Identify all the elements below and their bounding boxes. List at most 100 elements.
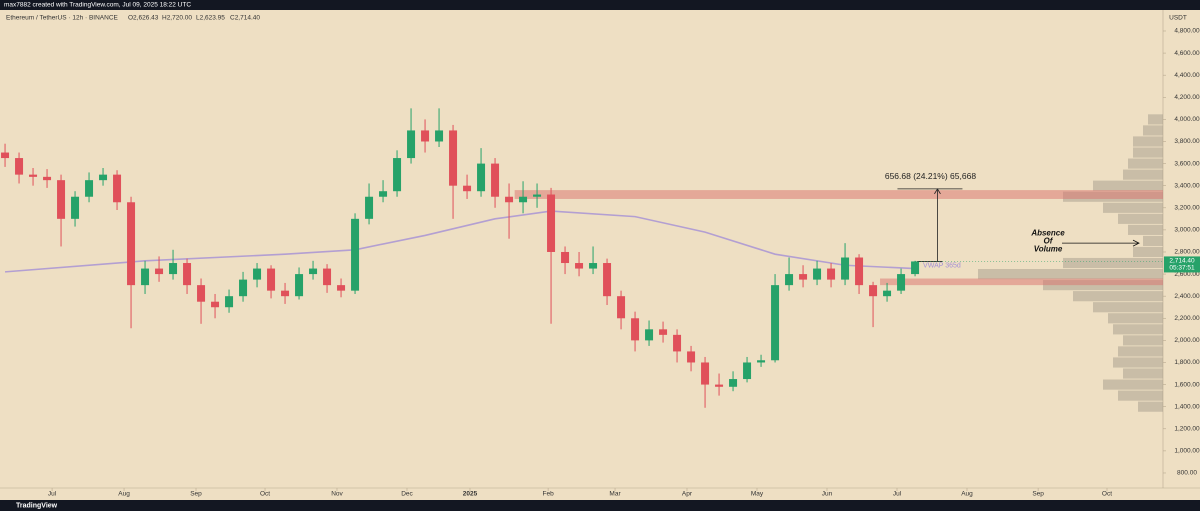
y-tick-label: 3,000.00 bbox=[1174, 227, 1200, 234]
candle-body bbox=[631, 318, 640, 341]
ohlc-value: H2,720.00 bbox=[162, 15, 192, 22]
measure-label: 656.68 (24.21%) 65,668 bbox=[885, 171, 976, 181]
x-tick-label: 2025 bbox=[463, 491, 478, 498]
candle-body bbox=[477, 163, 486, 192]
candle-body bbox=[295, 274, 304, 297]
volume-profile-bar bbox=[1133, 136, 1163, 147]
candle-body bbox=[29, 174, 38, 177]
volume-profile-bar bbox=[1113, 324, 1163, 335]
volume-profile-bar bbox=[1108, 313, 1163, 324]
chart-title: Ethereum / TetherUS · 12h · BINANCE bbox=[6, 15, 119, 22]
candle-body bbox=[589, 263, 598, 269]
annotation-arrowhead bbox=[1132, 239, 1140, 247]
y-tick-label: 1,800.00 bbox=[1174, 359, 1200, 366]
credit: max7882 created with TradingView.com, Ju… bbox=[4, 2, 191, 9]
candle-body bbox=[799, 274, 808, 280]
ohlc-value: O2,626.43 bbox=[128, 15, 159, 22]
volume-profile-bar bbox=[1043, 280, 1163, 291]
volume-profile-bar bbox=[1123, 335, 1163, 346]
candle-body bbox=[225, 296, 234, 308]
candle-body bbox=[463, 185, 472, 192]
candle-body bbox=[673, 334, 682, 352]
candle-body bbox=[715, 384, 724, 387]
volume-profile-bar bbox=[1138, 401, 1163, 412]
candle-body bbox=[15, 158, 24, 175]
candle-body bbox=[911, 261, 920, 275]
volume-profile-bar bbox=[1128, 224, 1163, 235]
y-tick-label: 2,600.00 bbox=[1174, 271, 1200, 278]
volume-profile-bar bbox=[1133, 246, 1163, 258]
ohlc-value: C2,714.40 bbox=[230, 15, 260, 22]
volume-profile-bar bbox=[1148, 114, 1163, 125]
volume-profile-bar bbox=[1073, 291, 1163, 302]
candle-body bbox=[505, 196, 514, 203]
candle-body bbox=[897, 274, 906, 291]
y-tick-label: 2,000.00 bbox=[1174, 337, 1200, 344]
candle-body bbox=[491, 163, 500, 197]
candle-body bbox=[435, 130, 444, 142]
logo: TradingView bbox=[16, 502, 58, 509]
candle-body bbox=[127, 202, 136, 286]
vwap-label: VWAP 365d bbox=[923, 262, 961, 269]
y-tick-label: 1,000.00 bbox=[1174, 448, 1200, 455]
y-tick-label: 1,600.00 bbox=[1174, 381, 1200, 388]
candle-body bbox=[43, 176, 52, 181]
candle-body bbox=[729, 379, 738, 387]
volume-profile-bar bbox=[1123, 169, 1163, 180]
y-tick-label: 4,400.00 bbox=[1174, 72, 1200, 79]
x-tick-label: Nov bbox=[331, 491, 343, 498]
candle-body bbox=[743, 362, 752, 380]
volume-profile-bar bbox=[1103, 202, 1163, 213]
candle-body bbox=[855, 257, 864, 286]
volume-profile-bar bbox=[1118, 213, 1163, 224]
candle-body bbox=[85, 180, 94, 197]
candle-body bbox=[281, 290, 290, 297]
candle-body bbox=[421, 130, 430, 142]
top-bar bbox=[0, 0, 1200, 10]
candle-body bbox=[197, 285, 206, 302]
candle-body bbox=[883, 290, 892, 297]
price-zone bbox=[514, 190, 1163, 199]
y-tick-label: 2,200.00 bbox=[1174, 315, 1200, 322]
ohlc-value: L2,623.95 bbox=[196, 15, 225, 22]
candle-body bbox=[393, 158, 402, 192]
candle-body bbox=[687, 351, 696, 363]
candle-body bbox=[449, 130, 458, 186]
candle-body bbox=[267, 268, 276, 291]
candle-body bbox=[603, 263, 612, 297]
x-tick-label: Aug bbox=[118, 491, 130, 498]
x-tick-label: Jun bbox=[822, 491, 833, 498]
candle-body bbox=[155, 268, 164, 275]
candle-body bbox=[365, 196, 374, 219]
volume-profile-bar bbox=[1093, 302, 1163, 313]
candle-body bbox=[659, 329, 668, 335]
candle-body bbox=[561, 251, 570, 264]
candle-body bbox=[575, 263, 584, 269]
candle-body bbox=[869, 285, 878, 297]
x-tick-label: Dec bbox=[401, 491, 413, 498]
y-tick-label: 1,200.00 bbox=[1174, 425, 1200, 432]
volume-profile-bar bbox=[1118, 390, 1163, 401]
x-tick-label: Sep bbox=[1032, 491, 1044, 498]
volume-profile-bar bbox=[1143, 235, 1163, 247]
candle-body bbox=[757, 360, 766, 363]
volume-profile-bar bbox=[1113, 357, 1163, 368]
candle-body bbox=[351, 218, 360, 291]
candle-body bbox=[183, 263, 192, 286]
y-tick-label: 4,000.00 bbox=[1174, 116, 1200, 123]
x-tick-label: May bbox=[751, 491, 764, 498]
candle-body bbox=[547, 194, 556, 252]
annotation-text: Absence bbox=[1030, 228, 1065, 237]
x-tick-label: Oct bbox=[260, 491, 270, 498]
candle-body bbox=[519, 196, 528, 203]
x-tick-label: Mar bbox=[609, 491, 621, 498]
candle-body bbox=[253, 268, 262, 280]
candle-body bbox=[71, 196, 80, 219]
volume-profile-bar bbox=[1093, 180, 1163, 191]
x-tick-label: Jul bbox=[48, 491, 57, 498]
volume-profile-bar bbox=[1118, 346, 1163, 357]
x-tick-label: Aug bbox=[961, 491, 973, 498]
candle-body bbox=[113, 174, 122, 203]
volume-profile-bar bbox=[1128, 158, 1163, 169]
